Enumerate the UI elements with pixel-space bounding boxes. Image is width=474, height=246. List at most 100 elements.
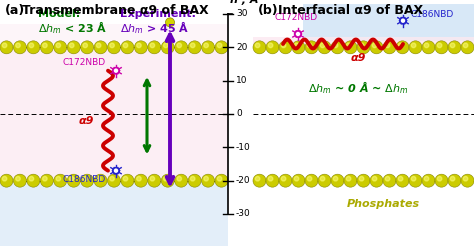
Polygon shape xyxy=(400,17,407,24)
Circle shape xyxy=(370,174,383,187)
Circle shape xyxy=(115,69,118,72)
Circle shape xyxy=(279,41,292,54)
Circle shape xyxy=(81,41,94,54)
Circle shape xyxy=(13,174,27,187)
Circle shape xyxy=(396,174,409,187)
Polygon shape xyxy=(112,68,119,74)
Circle shape xyxy=(29,176,34,181)
Circle shape xyxy=(123,176,128,181)
Circle shape xyxy=(357,174,370,187)
Text: $\Delta h_m$ ~ 0 Å ~ $\Delta h_m$: $\Delta h_m$ ~ 0 Å ~ $\Delta h_m$ xyxy=(308,79,409,96)
Circle shape xyxy=(331,41,344,54)
Circle shape xyxy=(281,176,286,181)
Circle shape xyxy=(370,41,383,54)
Text: C186NBD: C186NBD xyxy=(63,175,106,184)
Circle shape xyxy=(396,41,409,54)
Circle shape xyxy=(385,43,390,48)
Circle shape xyxy=(357,41,370,54)
Circle shape xyxy=(463,43,468,48)
Circle shape xyxy=(438,43,442,48)
Circle shape xyxy=(164,43,168,48)
Circle shape xyxy=(123,43,128,48)
Circle shape xyxy=(344,41,357,54)
Circle shape xyxy=(108,174,120,187)
Circle shape xyxy=(201,41,215,54)
Circle shape xyxy=(150,43,155,48)
Text: α9: α9 xyxy=(350,53,365,63)
Circle shape xyxy=(344,174,357,187)
Circle shape xyxy=(110,43,114,48)
Text: 20: 20 xyxy=(236,43,247,52)
Circle shape xyxy=(67,41,80,54)
Text: C172NBD: C172NBD xyxy=(274,13,318,22)
Circle shape xyxy=(297,32,300,35)
Circle shape xyxy=(115,169,118,172)
Circle shape xyxy=(108,41,120,54)
Circle shape xyxy=(96,176,101,181)
Circle shape xyxy=(359,176,364,181)
Circle shape xyxy=(56,43,61,48)
Circle shape xyxy=(422,174,435,187)
Circle shape xyxy=(422,41,435,54)
Text: 10: 10 xyxy=(236,76,247,85)
Circle shape xyxy=(253,41,266,54)
Circle shape xyxy=(461,41,474,54)
Circle shape xyxy=(401,19,404,22)
Circle shape xyxy=(320,176,325,181)
Circle shape xyxy=(435,174,448,187)
Text: 30: 30 xyxy=(236,10,247,18)
Circle shape xyxy=(255,43,260,48)
Circle shape xyxy=(438,176,442,181)
Circle shape xyxy=(54,41,67,54)
Circle shape xyxy=(255,176,260,181)
Circle shape xyxy=(164,176,168,181)
Circle shape xyxy=(201,174,215,187)
Circle shape xyxy=(294,176,299,181)
Circle shape xyxy=(29,43,34,48)
Circle shape xyxy=(411,176,416,181)
Text: Phosphates: Phosphates xyxy=(347,199,420,209)
Circle shape xyxy=(43,176,47,181)
Circle shape xyxy=(177,43,182,48)
Circle shape xyxy=(372,43,377,48)
Circle shape xyxy=(191,176,195,181)
Circle shape xyxy=(83,176,87,181)
Circle shape xyxy=(307,43,312,48)
Circle shape xyxy=(307,176,312,181)
Text: $\Delta h_m$ < 23 Å: $\Delta h_m$ < 23 Å xyxy=(38,19,108,36)
Circle shape xyxy=(70,176,74,181)
Circle shape xyxy=(268,43,273,48)
Circle shape xyxy=(266,41,279,54)
Circle shape xyxy=(305,174,318,187)
Circle shape xyxy=(448,41,461,54)
Circle shape xyxy=(266,174,279,187)
Circle shape xyxy=(137,176,141,181)
Circle shape xyxy=(448,174,461,187)
Circle shape xyxy=(333,43,338,48)
Circle shape xyxy=(383,41,396,54)
Circle shape xyxy=(253,174,266,187)
Circle shape xyxy=(56,176,61,181)
Circle shape xyxy=(217,43,222,48)
Circle shape xyxy=(94,41,107,54)
Circle shape xyxy=(385,176,390,181)
Text: 0: 0 xyxy=(236,109,242,119)
Circle shape xyxy=(411,43,416,48)
Circle shape xyxy=(279,174,292,187)
Circle shape xyxy=(409,41,422,54)
Circle shape xyxy=(191,43,195,48)
Circle shape xyxy=(150,176,155,181)
Circle shape xyxy=(318,41,331,54)
Circle shape xyxy=(16,176,20,181)
Circle shape xyxy=(292,41,305,54)
Text: Experiment:: Experiment: xyxy=(120,9,196,19)
Circle shape xyxy=(318,174,331,187)
Circle shape xyxy=(165,18,174,27)
Circle shape xyxy=(13,41,27,54)
Circle shape xyxy=(161,41,174,54)
Circle shape xyxy=(333,176,338,181)
Circle shape xyxy=(331,174,344,187)
Circle shape xyxy=(40,41,53,54)
Circle shape xyxy=(383,174,396,187)
Circle shape xyxy=(424,43,429,48)
